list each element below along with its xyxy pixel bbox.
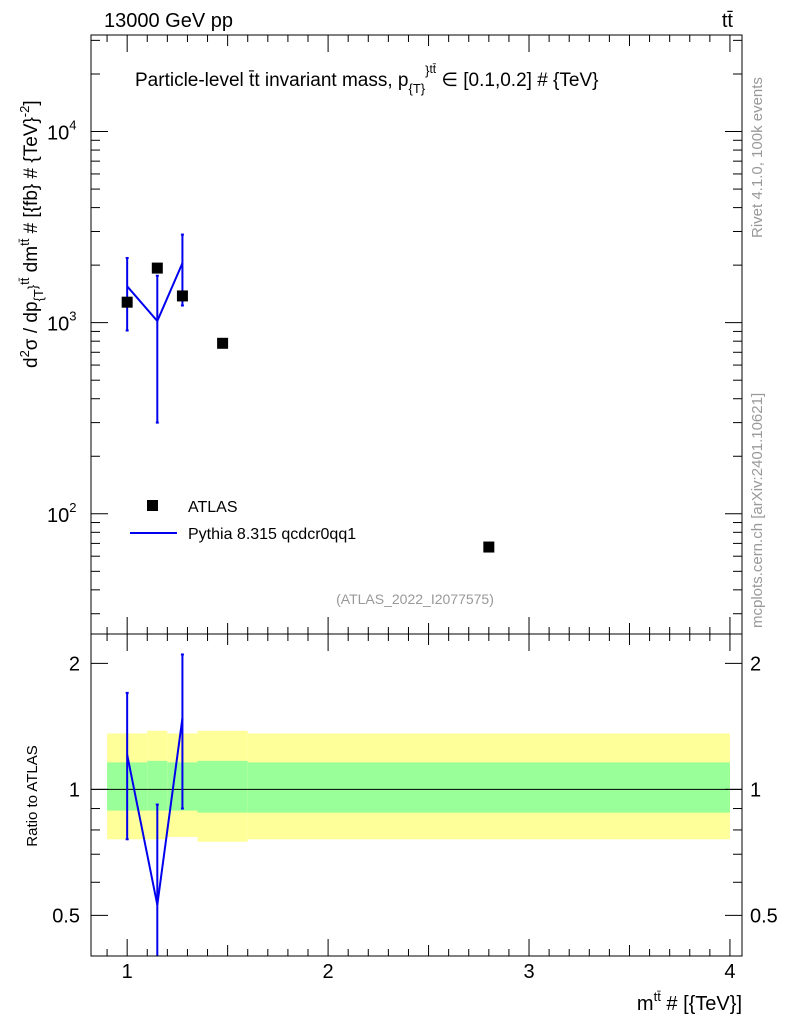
main-ylabel: d2σ / dp{T}tt̄ dmtt̄ # [{fb} # {TeV}-2] <box>17 100 46 368</box>
ratio-mc-series <box>125 653 184 956</box>
data-point <box>121 296 133 308</box>
x-tick-label: 1 <box>122 961 133 983</box>
ratio-y-tick-label: 2 <box>69 653 80 675</box>
ratio-axis-ticks <box>91 634 742 957</box>
data-point <box>483 541 495 553</box>
ratio-frame <box>90 633 743 957</box>
x-tick-labels: 1 2 3 4 <box>122 961 736 983</box>
ratio-y-tick-label: 0.5 <box>52 905 80 927</box>
main-title: Particle-level t̄t invariant mass, p{T}}… <box>135 62 598 96</box>
process-label: tt̄ <box>722 10 734 32</box>
x-tick-label: 3 <box>523 961 534 983</box>
title-sup2: tt̄ <box>429 62 436 76</box>
main-mc-series <box>125 233 184 424</box>
main-data-series <box>121 262 495 553</box>
main-y-tick-label: 103 <box>47 309 76 336</box>
ratio-y-tick-label-right: 0.5 <box>750 905 778 927</box>
ratio-uncertainty-bands <box>107 730 730 842</box>
inner-band <box>147 760 168 811</box>
ratio-y-tick-labels: 0.5 0.5 1 1 2 2 <box>52 653 778 927</box>
legend: ATLAS Pythia 8.315 qcdcr0qq1 <box>130 499 356 543</box>
ratio-ylabel: Ratio to ATLAS <box>24 745 41 846</box>
x-tick-label: 4 <box>724 961 735 983</box>
main-panel: Particle-level t̄t invariant mass, p{T}}… <box>17 34 743 635</box>
mcplots-label: mcplots.cern.ch [arXiv:2401.10621] <box>749 393 766 628</box>
main-y-tick-label: 104 <box>47 118 76 145</box>
data-point <box>217 337 229 349</box>
ratio-y-tick-label: 1 <box>69 779 80 801</box>
inner-band <box>197 760 248 813</box>
main-y-tick-label: 102 <box>47 500 76 527</box>
ratio-panel: 0.5 0.5 1 1 2 2 1 2 3 4 Ratio to ATLAS mtt̄ # [{… <box>24 633 778 1015</box>
ratio-y-tick-label-right: 1 <box>750 779 761 801</box>
data-point <box>176 290 188 302</box>
legend-atlas-label: ATLAS <box>188 499 238 516</box>
legend-atlas-marker <box>147 500 158 511</box>
rivet-label: Rivet 4.1.0, 100k events <box>749 77 766 238</box>
ratio-y-tick-label-right: 2 <box>750 653 761 675</box>
data-point <box>151 262 163 274</box>
title-rest: ∈ [0.1,0.2] # {TeV} <box>436 70 598 91</box>
legend-mc-label: Pythia 8.315 qcdcr0qq1 <box>188 526 356 543</box>
x-axis-label: mtt̄ # [{TeV}] <box>637 989 742 1015</box>
inner-band <box>247 762 730 813</box>
main-y-tick-labels: 102 103 104 <box>47 118 76 527</box>
title-main: Particle-level t̄t invariant mass, p <box>135 70 409 91</box>
analysis-watermark: (ATLAS_2022_I2077575) <box>336 591 494 607</box>
energy-label: 13000 GeV pp <box>104 10 233 32</box>
main-frame <box>90 34 743 635</box>
title-sup: } <box>425 63 430 78</box>
x-tick-label: 2 <box>323 961 334 983</box>
main-axis-ticks <box>91 35 742 634</box>
title-sub: {T} <box>409 81 426 96</box>
